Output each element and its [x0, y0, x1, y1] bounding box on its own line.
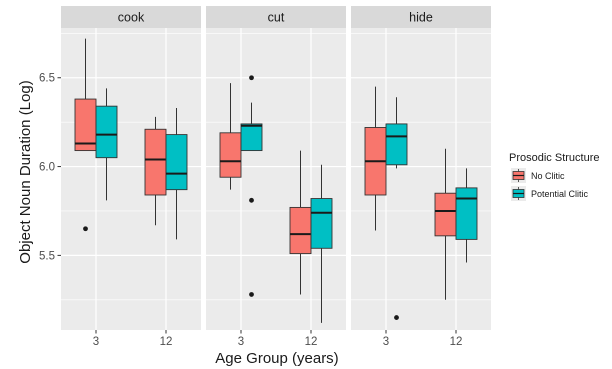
y-tick-label: 5.5 — [39, 250, 55, 262]
x-tick-label: 12 — [305, 336, 318, 348]
box-cook-12-potential-clitic — [165, 107, 188, 240]
legend: Prosodic Structure No Clitic Potential Cl… — [509, 152, 599, 201]
facet-strip-label: cut — [268, 11, 285, 25]
y-axis: 5.5 6.0 6.5 — [39, 73, 61, 262]
box-cook-3-no-clitic — [74, 38, 97, 232]
box-hide-12-no-clitic — [434, 148, 457, 300]
box-iqr — [434, 192, 457, 237]
facet-strip — [206, 6, 346, 28]
box-iqr — [219, 132, 242, 178]
outlier-point — [394, 315, 399, 320]
box-iqr — [240, 123, 263, 152]
legend-label: Potential Clitic — [531, 189, 589, 199]
box-iqr — [144, 128, 167, 196]
outlier-point — [249, 197, 254, 203]
box-iqr — [165, 134, 188, 191]
legend-item-no-clitic: No Clitic — [511, 168, 565, 183]
x-tick-label: 3 — [383, 336, 389, 348]
outlier-point — [249, 292, 254, 297]
outlier-point — [83, 226, 88, 232]
facet-panel-hide: hide — [351, 6, 491, 330]
facet-strip — [61, 6, 201, 28]
box-iqr — [95, 105, 118, 159]
x-axis-title: Age Group (years) — [215, 350, 338, 367]
facet-panel-cut: cut — [206, 6, 346, 330]
x-tick-label: 12 — [450, 336, 463, 348]
y-tick-label: 6.0 — [39, 162, 55, 174]
box-iqr — [289, 206, 312, 255]
x-tick-label: 3 — [238, 336, 244, 348]
box-iqr — [455, 187, 478, 240]
box-iqr — [385, 123, 408, 166]
box-cut-12-no-clitic — [289, 150, 312, 295]
facet-panel-cook: cook — [61, 6, 201, 330]
box-cut-3-no-clitic — [219, 83, 242, 190]
facet-strip-label: cook — [118, 11, 145, 25]
y-tick-label: 6.5 — [39, 73, 55, 85]
box-cut-12-potential-clitic — [310, 164, 333, 323]
x-tick-label: 3 — [93, 336, 99, 348]
facet-panels: cook cut hide — [61, 6, 491, 330]
legend-item-potential-clitic: Potential Clitic — [511, 186, 589, 201]
box-iqr — [310, 198, 333, 249]
facet-strip-label: hide — [409, 11, 433, 25]
box-hide-3-potential-clitic — [385, 97, 408, 320]
x-axis: 3 12 3 12 3 12 — [93, 330, 463, 348]
y-axis-title: Object Noun Duration (Log) — [17, 80, 34, 263]
facet-strip — [351, 6, 491, 28]
box-cut-3-potential-clitic — [240, 75, 263, 297]
box-hide-12-potential-clitic — [455, 168, 478, 263]
x-tick-label: 12 — [160, 336, 173, 348]
panel-background — [206, 28, 346, 330]
outlier-point — [249, 75, 254, 81]
legend-title: Prosodic Structure — [509, 152, 599, 164]
box-cook-3-potential-clitic — [95, 88, 118, 201]
legend-label: No Clitic — [531, 171, 565, 181]
